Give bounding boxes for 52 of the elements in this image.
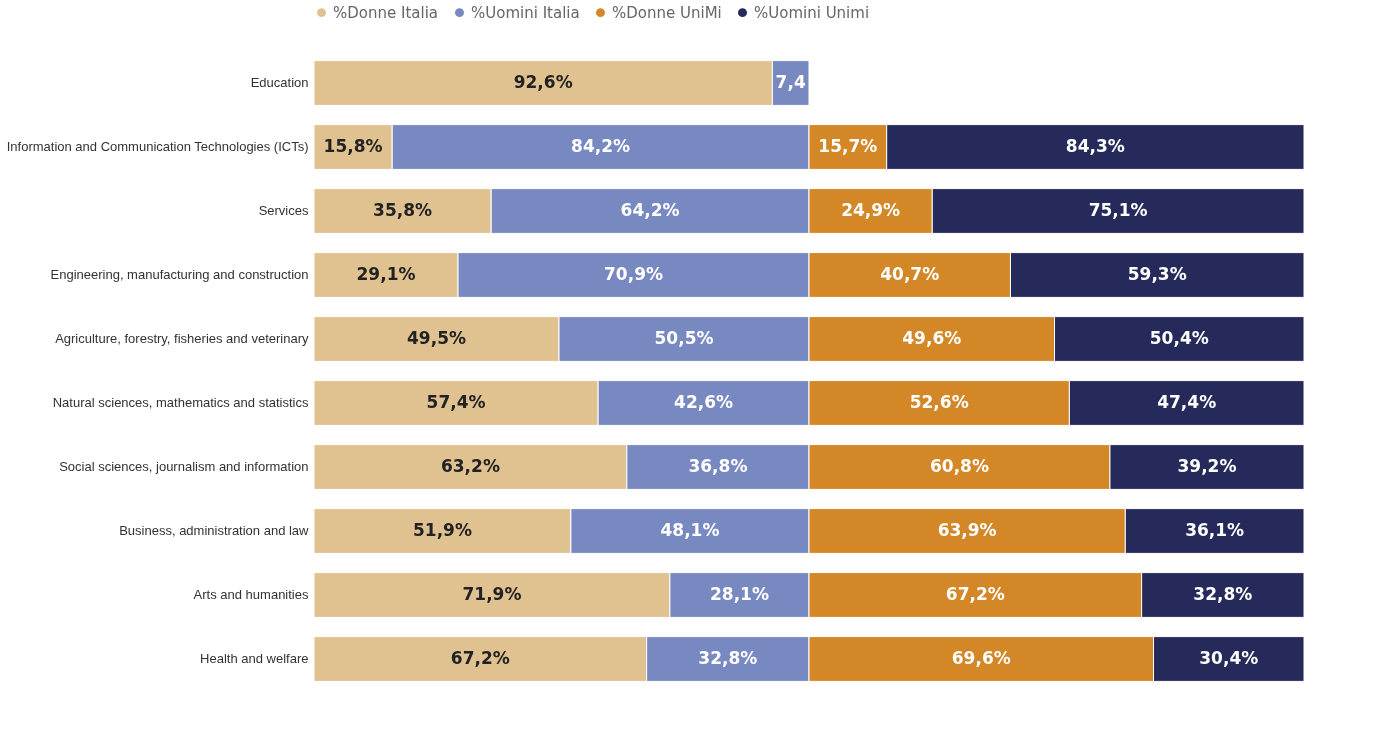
data-label: 36,8% — [688, 456, 748, 476]
y-tick-label: Agriculture, forestry, fisheries and veterinary — [55, 331, 309, 346]
y-tick-label: Education — [250, 75, 309, 90]
y-tick-label: Health and welfare — [200, 651, 309, 666]
data-label: 24,9% — [841, 200, 901, 220]
data-label: 71,9% — [462, 584, 522, 604]
y-tick-label: Business, administration and law — [119, 523, 310, 538]
y-tick-label: Social sciences, journalism and information — [59, 459, 309, 474]
data-label: 49,6% — [902, 328, 962, 348]
data-label: 42,6% — [674, 392, 734, 412]
y-tick-label: Services — [258, 203, 309, 218]
legend-label: %Uomini Italia — [471, 3, 580, 22]
legend-label: %Uomini Unimi — [754, 3, 870, 22]
data-label: 15,8% — [323, 136, 383, 156]
data-label: 50,5% — [654, 328, 714, 348]
data-label: 32,8% — [1193, 584, 1253, 604]
data-label: 50,4% — [1149, 328, 1209, 348]
data-label: 32,8% — [698, 648, 758, 668]
data-label: 84,2% — [571, 136, 631, 156]
y-tick-label: Engineering, manufacturing and construction — [50, 267, 309, 282]
y-tick-label: Arts and humanities — [193, 587, 309, 602]
y-tick-label: Natural sciences, mathematics and statistics — [52, 395, 309, 410]
data-label: 59,3% — [1127, 264, 1187, 284]
data-label: 47,4% — [1157, 392, 1217, 412]
data-label: 92,6% — [513, 72, 573, 92]
data-label: 67,2% — [945, 584, 1005, 604]
data-label: 40,7% — [880, 264, 940, 284]
data-label: 49,5% — [407, 328, 466, 348]
data-label: 36,1% — [1185, 520, 1245, 540]
legend-label: %Donne UniMi — [612, 3, 722, 22]
data-label: 75,1% — [1088, 200, 1148, 220]
data-label: 57,4% — [426, 392, 486, 412]
data-label: 28,1% — [709, 584, 769, 604]
data-label: 35,8% — [373, 200, 433, 220]
data-label: 52,6% — [909, 392, 969, 412]
data-label: 63,9% — [937, 520, 997, 540]
data-label: 51,9% — [412, 520, 472, 540]
data-label: 64,2% — [620, 200, 680, 220]
data-label: 15,7% — [818, 136, 878, 156]
data-label: 67,2% — [450, 648, 510, 668]
data-label: 30,4% — [1199, 648, 1259, 668]
data-label: 29,1% — [356, 264, 416, 284]
legend-label: %Donne Italia — [333, 3, 439, 22]
y-tick-label: Information and Communication Technologies (ICTs) — [6, 139, 309, 154]
data-label: 84,3% — [1065, 136, 1125, 156]
data-label: 60,8% — [929, 456, 989, 476]
data-label: 69,6% — [951, 648, 1011, 668]
data-label: 48,1% — [660, 520, 720, 540]
data-label: 7,4 — [775, 72, 806, 92]
data-label: 63,2% — [440, 456, 500, 476]
data-label: 70,9% — [604, 264, 664, 284]
data-label: 39,2% — [1177, 456, 1237, 476]
